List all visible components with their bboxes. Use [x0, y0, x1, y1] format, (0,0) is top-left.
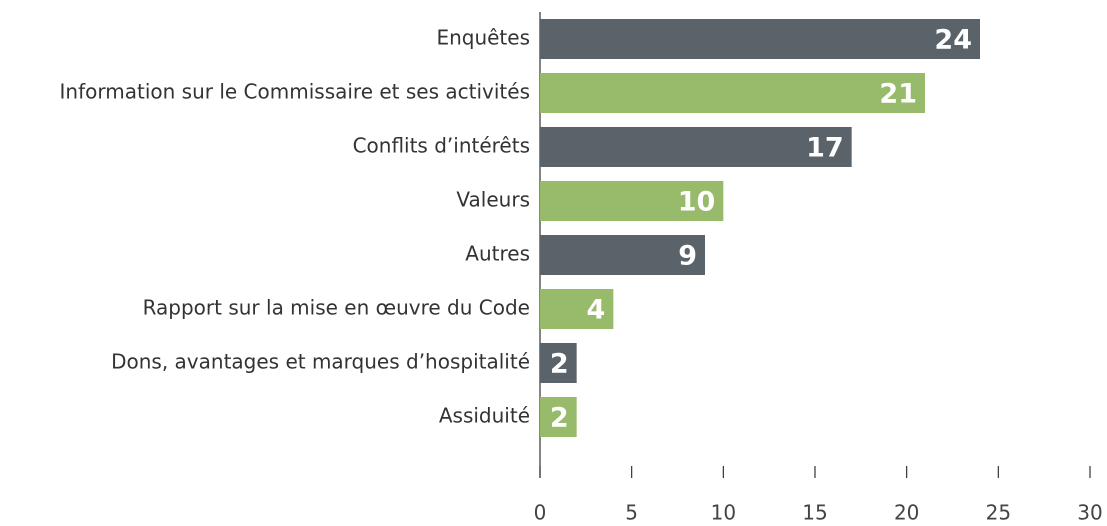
bar [540, 343, 577, 383]
data-label: 21 [879, 79, 917, 110]
data-label: 10 [678, 187, 716, 218]
bar [540, 397, 577, 437]
y-tick-label: Rapport sur la mise en œuvre du Code [143, 296, 530, 320]
y-tick-label: Dons, avantages et marques d’hospitalité [111, 350, 530, 374]
y-tick-label: Enquêtes [436, 26, 530, 50]
bar [540, 127, 852, 167]
data-label: 4 [587, 295, 606, 326]
x-tick-label: 10 [711, 501, 736, 525]
x-tick-label: 5 [625, 501, 638, 525]
x-tick-label: 25 [986, 501, 1011, 525]
x-tick-label: 30 [1077, 501, 1102, 525]
bar [540, 19, 980, 59]
y-tick-label: Information sur le Commissaire et ses ac… [60, 80, 530, 104]
x-tick-label: 0 [534, 501, 547, 525]
bar [540, 235, 705, 275]
y-tick-label: Autres [465, 242, 530, 266]
x-tick-label: 15 [802, 501, 827, 525]
data-label: 2 [550, 349, 569, 380]
data-label: 2 [550, 403, 569, 434]
data-label: 17 [806, 133, 844, 164]
bar [540, 73, 925, 113]
x-tick-label: 20 [894, 501, 919, 525]
y-tick-label: Conflits d’intérêts [353, 134, 530, 158]
bar [540, 181, 724, 221]
y-tick-label: Assiduité [439, 404, 530, 428]
data-label: 9 [678, 241, 697, 272]
data-label: 24 [934, 25, 972, 56]
bar [540, 289, 614, 329]
y-tick-label: Valeurs [456, 188, 530, 212]
